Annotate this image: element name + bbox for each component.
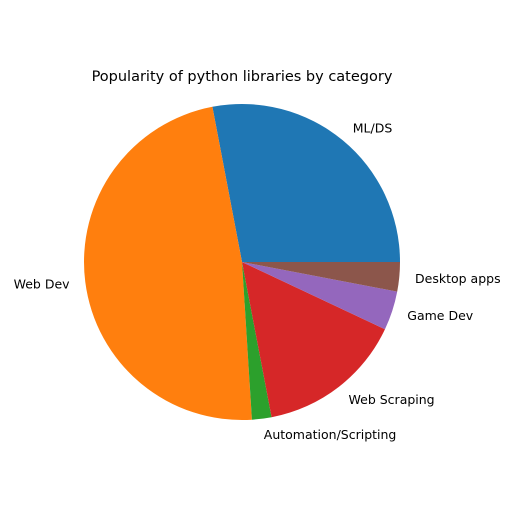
slice-label-automation-scripting: Automation/Scripting	[264, 427, 397, 442]
pie-slice-desktop-apps	[242, 262, 401, 292]
pie-slices	[84, 104, 401, 420]
pie-slice-web-dev	[84, 106, 252, 420]
chart-title: Popularity of python libraries by catego…	[92, 69, 393, 85]
pie-slice-game-dev	[242, 262, 398, 330]
slice-label-web-dev: Web Dev	[14, 276, 71, 291]
pie-slice-ml-ds	[212, 104, 400, 263]
pie-slice-web-scraping	[242, 262, 385, 418]
slice-label-game-dev: Game Dev	[407, 308, 474, 323]
slice-label-ml-ds: ML/DS	[353, 121, 393, 136]
pie-slice-automation-scripting	[242, 262, 272, 420]
slice-label-web-scraping: Web Scraping	[349, 392, 435, 407]
slice-label-desktop-apps: Desktop apps	[415, 271, 501, 286]
slice-labels: ML/DS Web Dev Automation/Scripting Web Scra…	[14, 121, 501, 442]
